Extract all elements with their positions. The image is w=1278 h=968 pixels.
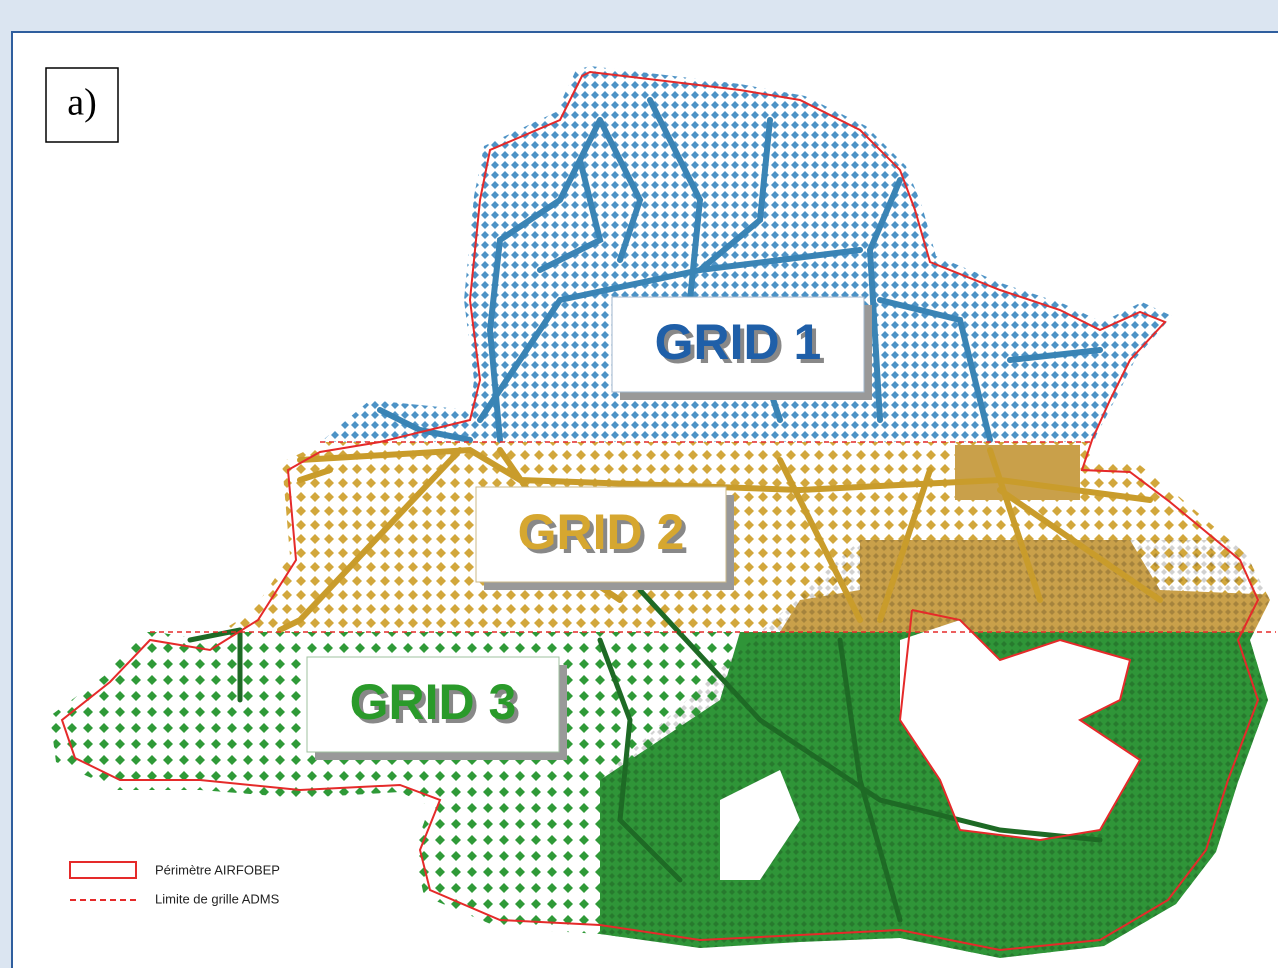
label-box bbox=[611, 296, 865, 393]
label-shadow-text: GRID 1 bbox=[659, 318, 826, 374]
grid-label: GRID 3 bbox=[350, 674, 517, 730]
legend-label: Périmètre AIRFOBEP bbox=[155, 862, 280, 877]
panel-label: a) bbox=[67, 82, 97, 124]
grid-3-roads bbox=[187, 587, 1103, 923]
legend-swatch bbox=[69, 861, 137, 879]
inner-gap bbox=[900, 620, 1140, 840]
perimeter-inner bbox=[898, 609, 1142, 842]
grid-label: GRID 2 bbox=[518, 504, 685, 560]
legend-label: Limite de grille ADMS bbox=[155, 891, 280, 906]
label-shadow-text: GRID 2 bbox=[522, 508, 689, 564]
grid-2-dense bbox=[955, 445, 1080, 500]
inner-gap bbox=[720, 770, 800, 880]
label-box bbox=[306, 656, 560, 753]
grid-label: GRID 1 bbox=[655, 314, 822, 370]
panel-label-box bbox=[45, 67, 119, 143]
label-box bbox=[475, 486, 727, 583]
label-shadow-text: GRID 3 bbox=[354, 678, 521, 734]
airfobep-perimeter bbox=[60, 70, 1260, 952]
